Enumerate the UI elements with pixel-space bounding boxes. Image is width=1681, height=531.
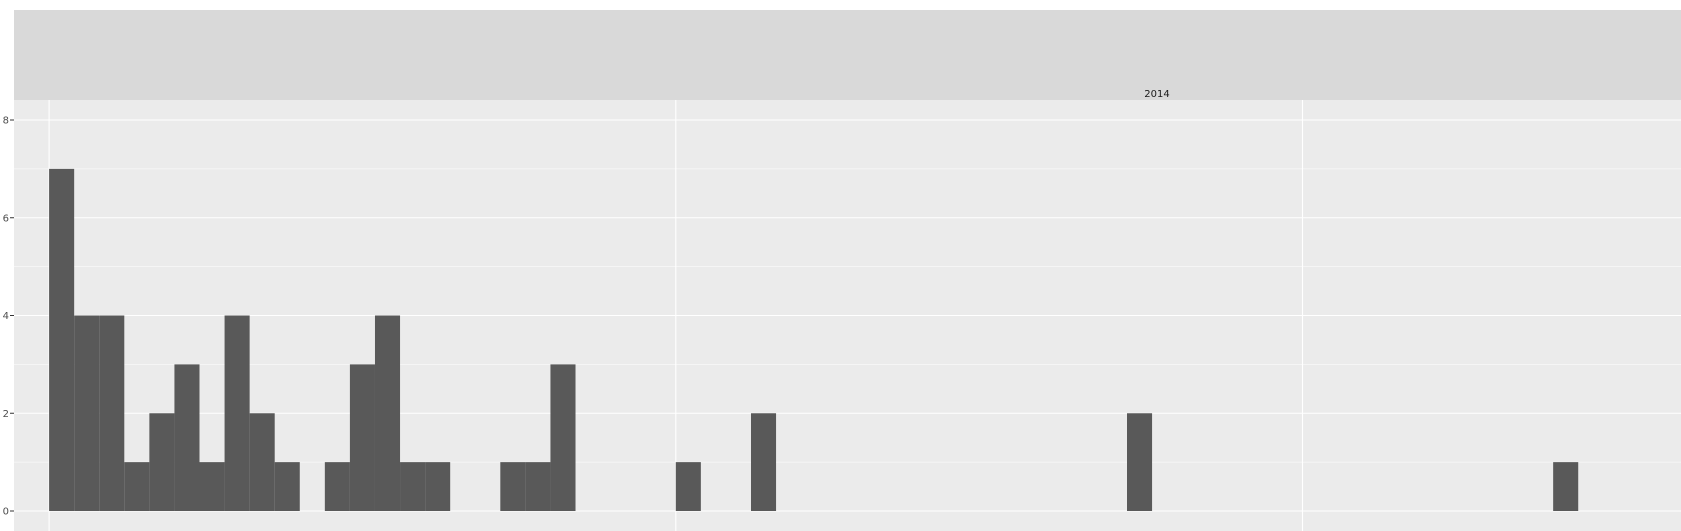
histogram-bar [124, 462, 150, 511]
histogram-bar [374, 315, 401, 511]
histogram-bar [99, 315, 125, 511]
histogram-bar [249, 413, 275, 511]
y-tick-label: 6 [3, 213, 9, 224]
histogram-bar [750, 413, 777, 511]
histogram-bar [174, 364, 200, 511]
facet-strip [14, 10, 1681, 100]
histogram-bar [1127, 413, 1153, 511]
bars [49, 168, 1579, 511]
histogram-bar [400, 462, 426, 511]
histogram-bar [425, 462, 451, 511]
y-tick-label: 4 [3, 311, 9, 322]
y-tick-label: 2 [3, 409, 9, 420]
histogram-bar [1553, 462, 1579, 511]
histogram-bar [324, 462, 350, 511]
histogram-bar [149, 413, 175, 511]
histogram-bar [199, 462, 225, 511]
histogram-bar [675, 462, 701, 511]
histogram-bar [224, 315, 250, 511]
histogram-bar [49, 168, 75, 511]
y-axis: 0 2 4 6 8 [3, 116, 14, 518]
histogram-bar [500, 462, 526, 511]
histogram-bar [274, 462, 300, 511]
facet-strip-label: 2014 [1144, 89, 1169, 100]
histogram-bar [550, 364, 576, 511]
y-tick-label: 0 [3, 507, 9, 518]
histogram-bar [349, 364, 375, 511]
histogram-bar [525, 462, 551, 511]
histogram-bar [74, 315, 100, 511]
y-tick-label: 8 [3, 116, 9, 127]
